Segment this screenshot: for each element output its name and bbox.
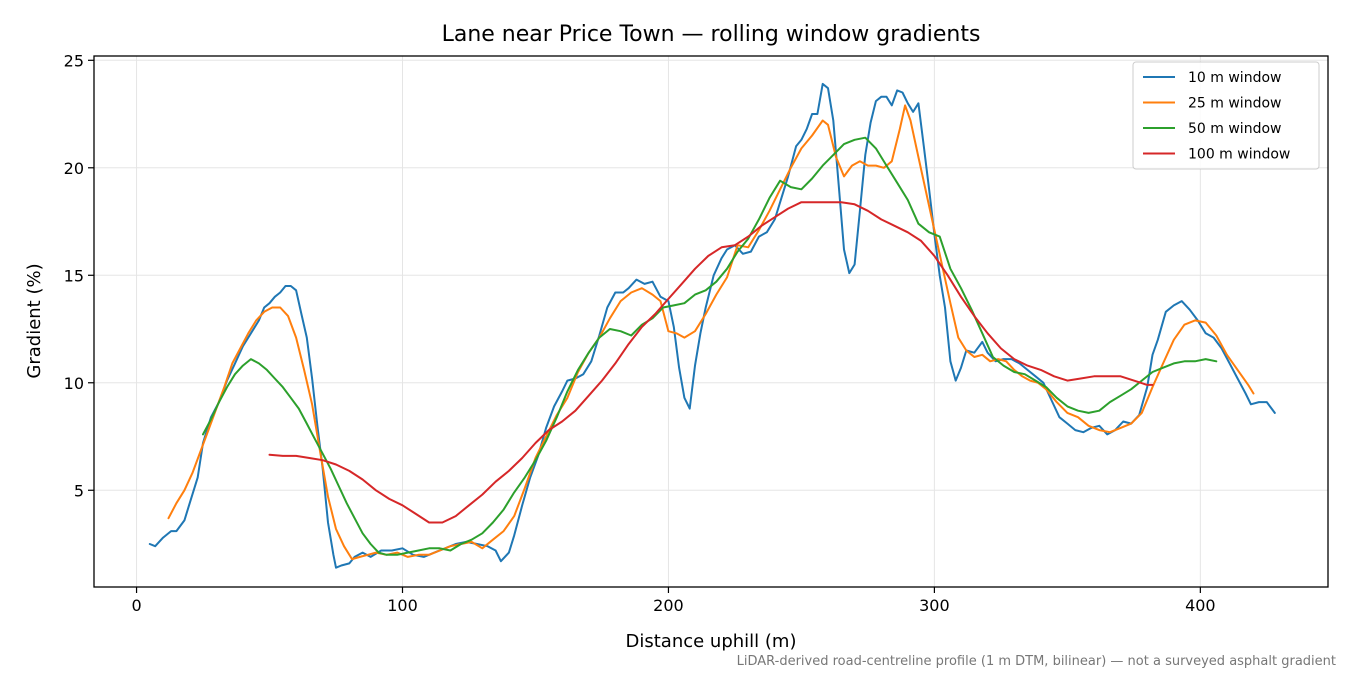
x-axis-label: Distance uphill (m) [626,631,797,652]
series-line-25-m-window [167,104,1255,561]
series-layer [148,82,1276,569]
legend-items: 10 m window 25 m window 50 m window 100 m w… [1143,70,1290,163]
y-tick-label: 5 [74,481,84,500]
chart-title: Lane near Price Town — rolling window gr… [442,22,981,47]
y-tick-label: 25 [64,51,84,70]
y-tick-label: 10 [64,374,84,393]
y-axis-label: Gradient (%) [24,263,45,378]
legend-label: 10 m window [1188,70,1281,86]
series-line-50-m-window [202,136,1218,556]
x-tick-label: 0 [131,596,141,615]
legend-label: 100 m window [1188,147,1290,163]
legend: 10 m window 25 m window 50 m window 100 m w… [1132,61,1320,170]
y-tick-label: 15 [64,266,84,285]
x-tick-label: 400 [1185,596,1216,615]
x-tick-label: 100 [387,596,418,615]
x-tick-label: 200 [653,596,684,615]
legend-label: 25 m window [1188,96,1281,112]
plot-frame [93,55,1329,588]
tick-layer: 0 100 200 300 400 5 10 15 20 25 [64,51,1216,615]
x-tick-label: 300 [919,596,950,615]
legend-box [1132,61,1320,170]
y-tick-label: 20 [64,159,84,178]
legend-label: 50 m window [1188,121,1281,137]
grid-layer [94,56,1328,587]
series-line-100-m-window [268,201,1154,524]
footnote: LiDAR-derived road-centreline profile (1… [737,654,1336,669]
